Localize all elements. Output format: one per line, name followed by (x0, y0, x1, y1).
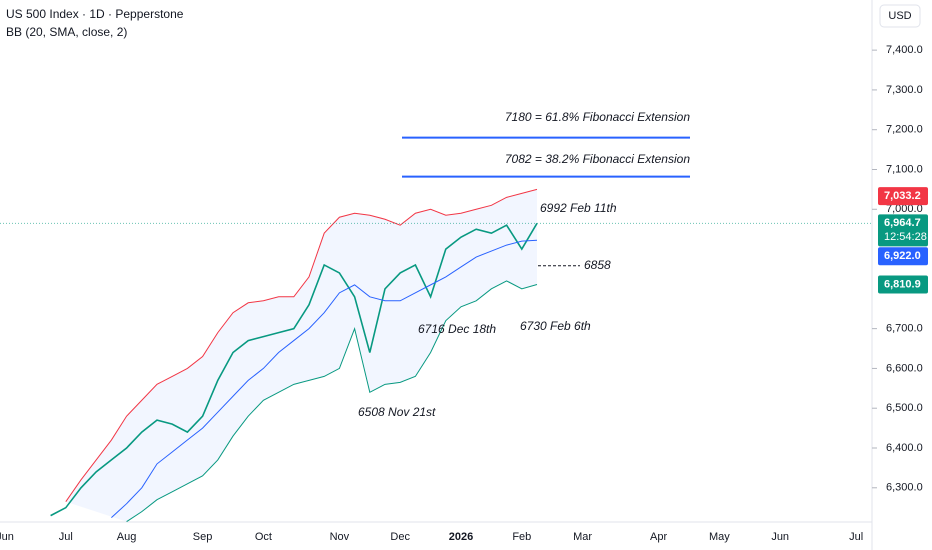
price-tag-label: 7,033.2 (884, 190, 921, 202)
x-tick-label: Feb (512, 531, 531, 543)
series-line (126, 280, 538, 522)
y-tick-label: 6,500.0 (886, 402, 923, 414)
x-tick-label: Oct (255, 531, 272, 543)
x-tick-label: Dec (390, 531, 410, 543)
x-tick-label: Apr (650, 531, 667, 543)
plot-area (0, 188, 872, 522)
y-tick-label: 6,600.0 (886, 362, 923, 374)
series-line (111, 239, 538, 518)
x-tick-label: Jul (849, 531, 863, 543)
y-tick-label: 6,400.0 (886, 442, 923, 454)
currency-box[interactable] (879, 4, 921, 28)
price-tag-label: 6,964.7 (884, 217, 921, 229)
x-tick-label: 2026 (449, 531, 473, 543)
price-tag (878, 214, 928, 247)
price-tag (878, 247, 928, 266)
level-label: 6858 (584, 258, 611, 272)
price-tag (878, 187, 928, 206)
x-tick-label: Jul (59, 531, 73, 543)
price-tag-label: 6,922.0 (884, 250, 921, 262)
currency[interactable]: USD (888, 10, 911, 22)
x-tick-label: Nov (330, 531, 350, 543)
annotation: 6730 Feb 6th (520, 319, 591, 333)
series-line (50, 222, 538, 517)
price-tag-label: 6,810.9 (884, 278, 921, 290)
y-tick-label: 7,400.0 (886, 44, 923, 56)
annotation: 6508 Nov 21st (358, 405, 436, 419)
y-tick-label: 6,300.0 (886, 482, 923, 494)
x-tick-label: May (709, 531, 730, 543)
x-tick-label: Jun (771, 531, 789, 543)
x-tick-label: Jun (0, 531, 14, 543)
x-tick-label: Aug (117, 531, 137, 543)
x-tick-label: Mar (573, 531, 592, 543)
countdown: 12:54:28 (884, 231, 927, 243)
y-tick-label: 7,300.0 (886, 84, 923, 96)
chart-title: US 500 Index · 1D · Pepperstone (6, 7, 184, 21)
price-tag (878, 275, 928, 294)
y-tick-label: 7,100.0 (886, 163, 923, 175)
annotation: 6992 Feb 11th (540, 201, 617, 215)
indicator-label: BB (20, SMA, close, 2) (6, 25, 127, 39)
y-tick-label: 7,000.0 (886, 203, 923, 215)
series-line (65, 188, 538, 502)
level-label: 7180 = 61.8% Fibonacci Extension (505, 110, 690, 124)
y-tick-label: 6,700.0 (886, 323, 923, 335)
level-label: 7082 = 38.2% Fibonacci Extension (505, 152, 690, 166)
y-tick-label: 7,200.0 (886, 124, 923, 136)
annotation: 6716 Dec 18th (418, 322, 496, 336)
x-tick-label: Sep (193, 531, 213, 543)
